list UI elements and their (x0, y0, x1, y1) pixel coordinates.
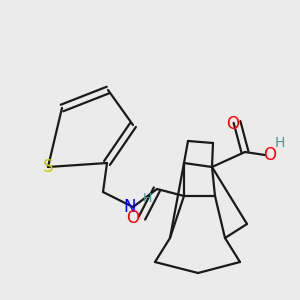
Text: O: O (226, 115, 239, 133)
Text: O: O (127, 209, 140, 227)
Text: N: N (124, 198, 136, 216)
Text: H: H (142, 193, 152, 206)
Text: S: S (43, 158, 53, 176)
Text: O: O (263, 146, 277, 164)
Text: H: H (275, 136, 285, 150)
